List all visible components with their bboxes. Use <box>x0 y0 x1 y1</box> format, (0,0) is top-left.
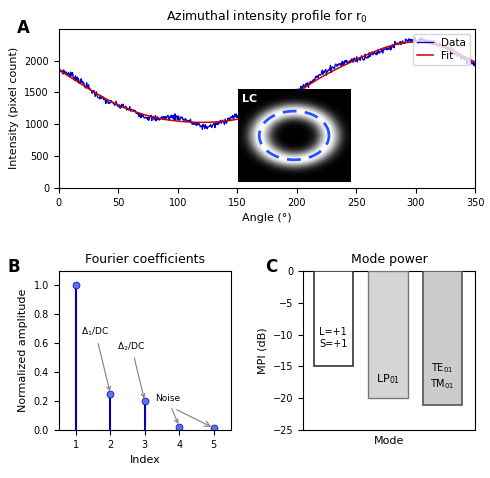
Fit <box>188 119 194 125</box>
Fit <box>158 116 164 121</box>
Data <box>173 113 179 119</box>
Text: B: B <box>7 258 20 276</box>
Title: Mode power: Mode power <box>351 252 428 266</box>
Y-axis label: Intensity (pixel count): Intensity (pixel count) <box>9 47 19 170</box>
Text: $\Delta_2$/DC: $\Delta_2$/DC <box>117 340 146 397</box>
Bar <box>423 271 462 405</box>
Fit <box>56 67 62 73</box>
Data <box>330 64 336 70</box>
Text: LP$_{01}$: LP$_{01}$ <box>376 372 400 386</box>
Data <box>56 64 62 70</box>
Text: C: C <box>265 258 277 276</box>
Title: Azimuthal intensity profile for r$_0$: Azimuthal intensity profile for r$_0$ <box>166 8 368 25</box>
Data <box>433 39 439 44</box>
Line: Fit: Fit <box>59 42 475 122</box>
Y-axis label: Normalized amplitude: Normalized amplitude <box>18 289 28 412</box>
X-axis label: Mode: Mode <box>374 436 404 446</box>
Fit <box>173 118 179 124</box>
Line: Data: Data <box>59 37 475 130</box>
Data <box>381 46 387 52</box>
Y-axis label: MPI (dB): MPI (dB) <box>257 327 267 374</box>
Data <box>472 62 478 67</box>
Fit <box>330 68 336 74</box>
Data <box>188 116 194 122</box>
Fit <box>381 45 387 51</box>
X-axis label: Angle (°): Angle (°) <box>242 213 292 223</box>
Bar <box>314 271 353 367</box>
Fit <box>413 39 418 45</box>
Data <box>412 34 418 40</box>
Data <box>158 115 164 121</box>
Text: TE$_{01}$
TM$_{01}$: TE$_{01}$ TM$_{01}$ <box>430 361 455 391</box>
Text: Noise: Noise <box>155 394 180 423</box>
Title: Fourier coefficients: Fourier coefficients <box>85 252 205 266</box>
Fit <box>433 42 439 47</box>
Legend: Data, Fit: Data, Fit <box>413 34 470 65</box>
Text: L=+1
S=+1: L=+1 S=+1 <box>319 327 347 348</box>
Text: A: A <box>17 19 30 37</box>
Fit <box>198 120 204 125</box>
X-axis label: Index: Index <box>129 456 160 466</box>
Data <box>199 127 205 132</box>
Fit <box>472 60 478 65</box>
Text: $\Delta_1$/DC: $\Delta_1$/DC <box>81 326 110 390</box>
Bar <box>368 271 408 398</box>
